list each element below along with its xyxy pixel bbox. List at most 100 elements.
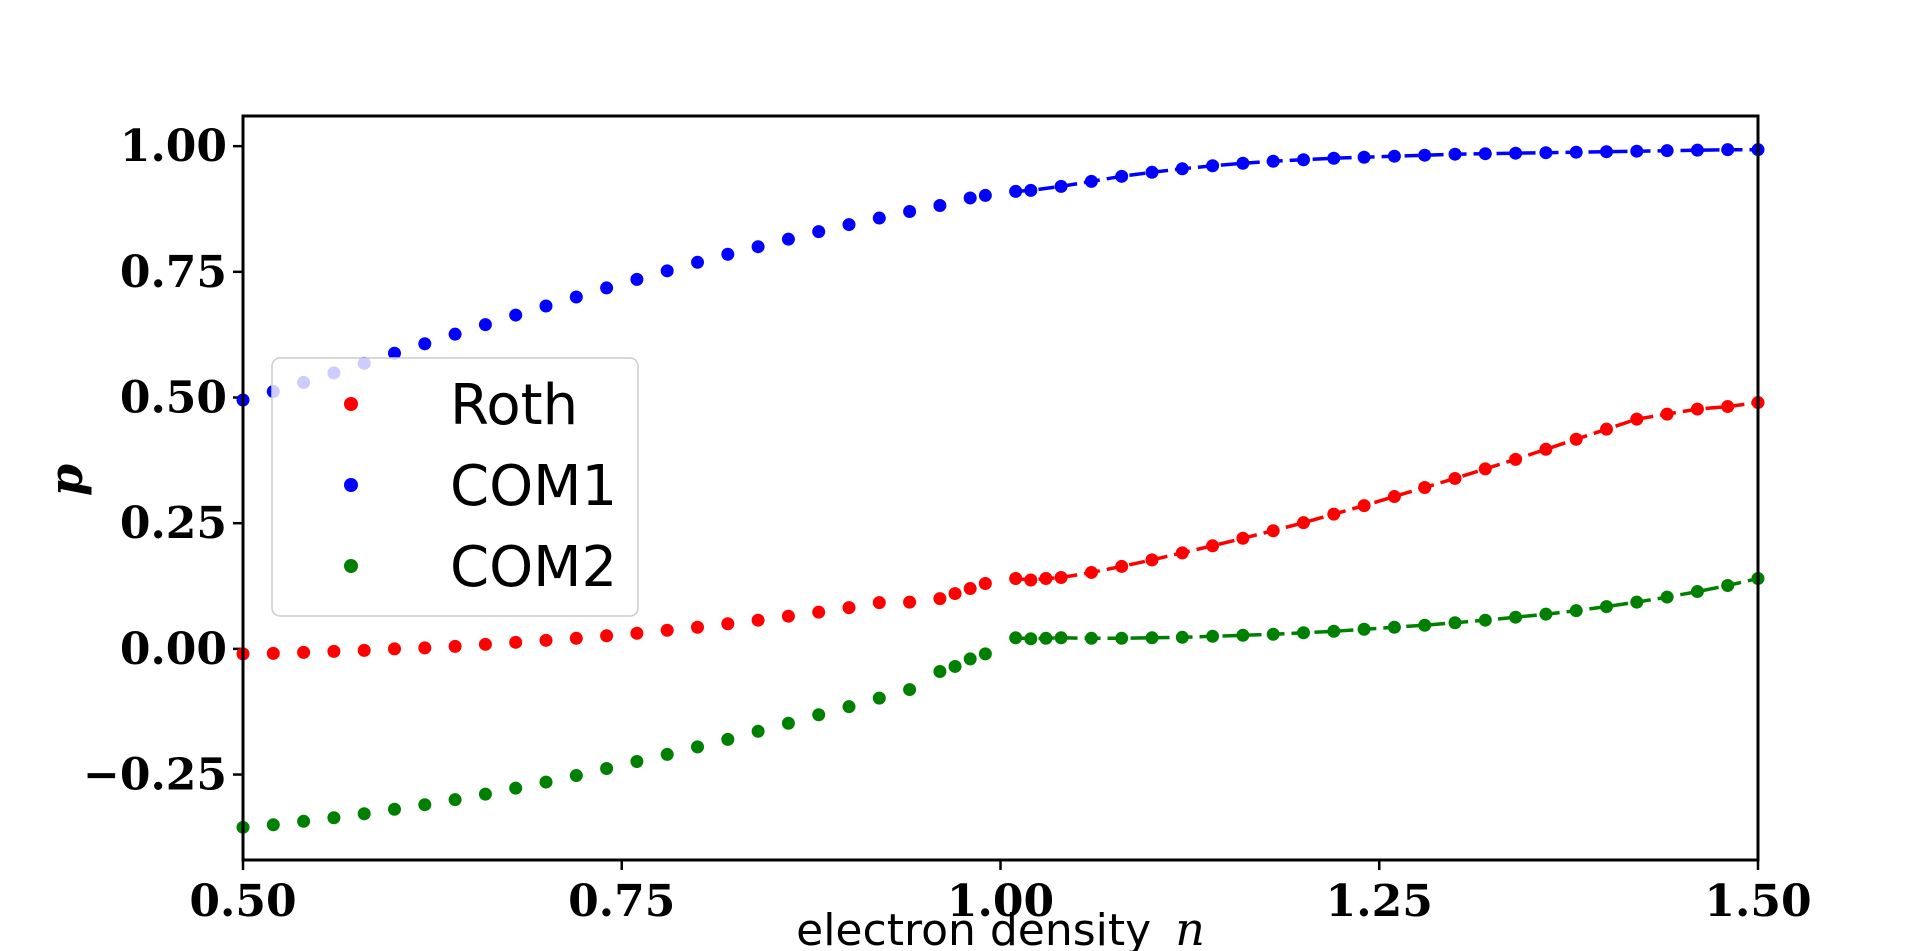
y-tick-label: 1.00 (120, 121, 227, 172)
point-com2 (1145, 631, 1159, 645)
point-roth (1478, 462, 1492, 476)
point-roth (1418, 480, 1432, 494)
point-roth (963, 582, 977, 596)
point-roth (1024, 573, 1038, 587)
point-com1 (660, 264, 674, 278)
point-com1 (1084, 174, 1098, 188)
point-com2 (1039, 631, 1053, 645)
y-tick-label: 0.00 (120, 624, 227, 675)
point-com1 (1630, 144, 1644, 158)
x-axis-label-text: electron density (796, 905, 1151, 951)
point-com2 (751, 724, 765, 738)
point-com1 (1206, 159, 1220, 173)
point-com1 (1357, 150, 1371, 164)
point-roth (872, 596, 886, 610)
point-com2 (539, 775, 553, 789)
point-com2 (1084, 631, 1098, 645)
point-com1 (478, 318, 492, 332)
point-com1 (630, 272, 644, 286)
point-roth (948, 587, 962, 601)
point-com2 (388, 802, 401, 816)
point-roth (297, 645, 311, 659)
point-com2 (448, 793, 462, 807)
point-com1 (691, 255, 704, 269)
point-com1 (388, 346, 401, 360)
point-com2 (1387, 620, 1401, 634)
point-roth (1539, 442, 1553, 456)
point-com2 (478, 787, 492, 801)
point-roth (1569, 432, 1583, 446)
point-com2 (266, 818, 280, 832)
point-com1 (812, 225, 826, 239)
point-com1 (1387, 149, 1401, 163)
point-com1 (1327, 151, 1341, 165)
point-com2 (1630, 595, 1644, 609)
legend-marker-roth (344, 397, 358, 411)
point-com1 (1024, 183, 1038, 197)
point-roth (448, 639, 462, 653)
x-axis-label: electron density n (796, 902, 1205, 951)
point-roth (539, 633, 553, 647)
point-roth (478, 637, 492, 651)
fit-line-com2 (1015, 576, 1759, 641)
point-com2 (1297, 626, 1310, 640)
point-com1 (1418, 148, 1432, 162)
point-com1 (1236, 156, 1250, 170)
point-com1 (1009, 184, 1023, 198)
point-roth (1115, 559, 1129, 573)
point-com2 (1600, 600, 1613, 614)
point-com1 (1509, 146, 1523, 160)
point-com1 (1600, 145, 1613, 159)
point-com1 (842, 218, 856, 232)
point-com2 (842, 700, 856, 714)
y-tick-label: 0.50 (120, 373, 227, 424)
point-roth (812, 605, 826, 619)
point-roth (1175, 546, 1189, 560)
legend-box (271, 357, 639, 617)
point-roth (721, 617, 735, 631)
point-roth (1266, 524, 1280, 538)
point-com2 (630, 754, 644, 768)
plot-frame (241, 114, 1760, 862)
point-com1 (1660, 144, 1674, 158)
point-com1 (963, 191, 977, 205)
fit-line-roth (1015, 400, 1759, 582)
point-com2 (933, 664, 947, 678)
legend-label-com1: COM1 (450, 454, 617, 519)
point-roth (978, 577, 992, 591)
point-com2 (1236, 628, 1250, 642)
point-com2 (418, 798, 432, 812)
point-roth (327, 644, 341, 658)
point-roth (1145, 553, 1159, 567)
point-com1 (1721, 143, 1735, 157)
legend-entries: Roth COM1 COM2 (344, 373, 617, 600)
point-com1 (1569, 145, 1583, 159)
point-com2 (721, 732, 735, 746)
point-com2 (963, 652, 977, 666)
point-com1 (418, 337, 432, 351)
point-com1 (978, 188, 992, 202)
point-com1 (600, 281, 614, 295)
point-roth (1509, 452, 1523, 466)
point-com2 (1054, 631, 1068, 645)
point-roth (660, 623, 674, 637)
point-roth (842, 601, 856, 615)
point-com2 (600, 762, 614, 776)
point-roth (1600, 422, 1613, 436)
point-com1 (539, 299, 553, 313)
point-com2 (1175, 630, 1189, 644)
point-com2 (357, 807, 371, 821)
point-com1 (1539, 146, 1553, 160)
point-com1 (933, 198, 947, 212)
point-com1 (872, 211, 886, 225)
point-com1 (781, 232, 795, 246)
point-roth (781, 609, 795, 623)
point-com2 (1509, 610, 1523, 624)
point-com2 (660, 747, 674, 761)
x-tick-label: 0.75 (568, 876, 675, 927)
y-axis-label: p (39, 464, 93, 496)
legend: Roth COM1 COM2 (271, 357, 639, 617)
point-com2 (1539, 607, 1553, 621)
legend-label-com2: COM2 (450, 535, 617, 600)
point-roth (357, 643, 371, 657)
